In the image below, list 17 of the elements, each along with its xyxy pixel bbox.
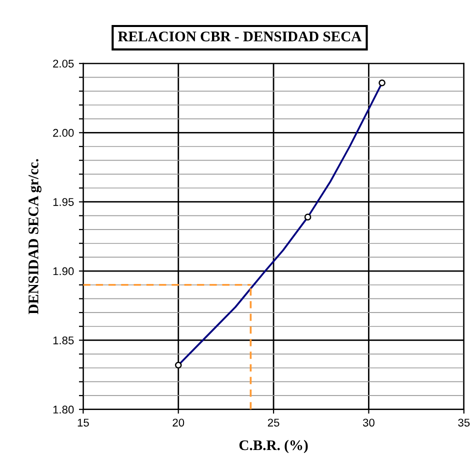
point	[304, 214, 312, 220]
x-tick-label: 25	[268, 418, 280, 427]
y-tick-label: 1.90	[53, 267, 74, 276]
x-axis-title: C.B.R. (%)	[239, 440, 308, 454]
x-tick-label: 15	[78, 418, 89, 427]
y-axis-title: DENSIDAD SECA gr/cc.	[28, 159, 42, 314]
y-tick-label: 2.05	[53, 60, 74, 68]
y-tick-label: 2.00	[53, 128, 74, 137]
y-tick-label: 1.80	[53, 406, 74, 414]
y-tick-label: 1.85	[53, 336, 74, 344]
point	[174, 362, 182, 369]
y-tick-label: 1.95	[53, 198, 74, 206]
x-tick-label: 35	[458, 418, 470, 427]
x-tick-label: 30	[362, 418, 374, 427]
x-tick-label: 20	[172, 418, 184, 427]
point	[378, 79, 386, 86]
chart-title: RELACION CBR - DENSIDAD SECA	[118, 32, 362, 42]
